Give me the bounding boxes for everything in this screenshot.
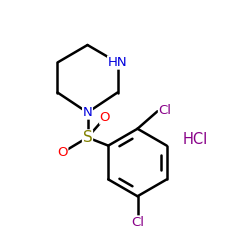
Text: Cl: Cl xyxy=(131,216,144,229)
Text: S: S xyxy=(82,130,92,145)
Text: HCl: HCl xyxy=(182,132,208,148)
Text: O: O xyxy=(57,146,68,159)
Text: Cl: Cl xyxy=(158,104,172,117)
Text: N: N xyxy=(82,106,92,119)
Text: O: O xyxy=(100,111,110,124)
Text: HN: HN xyxy=(108,56,127,69)
